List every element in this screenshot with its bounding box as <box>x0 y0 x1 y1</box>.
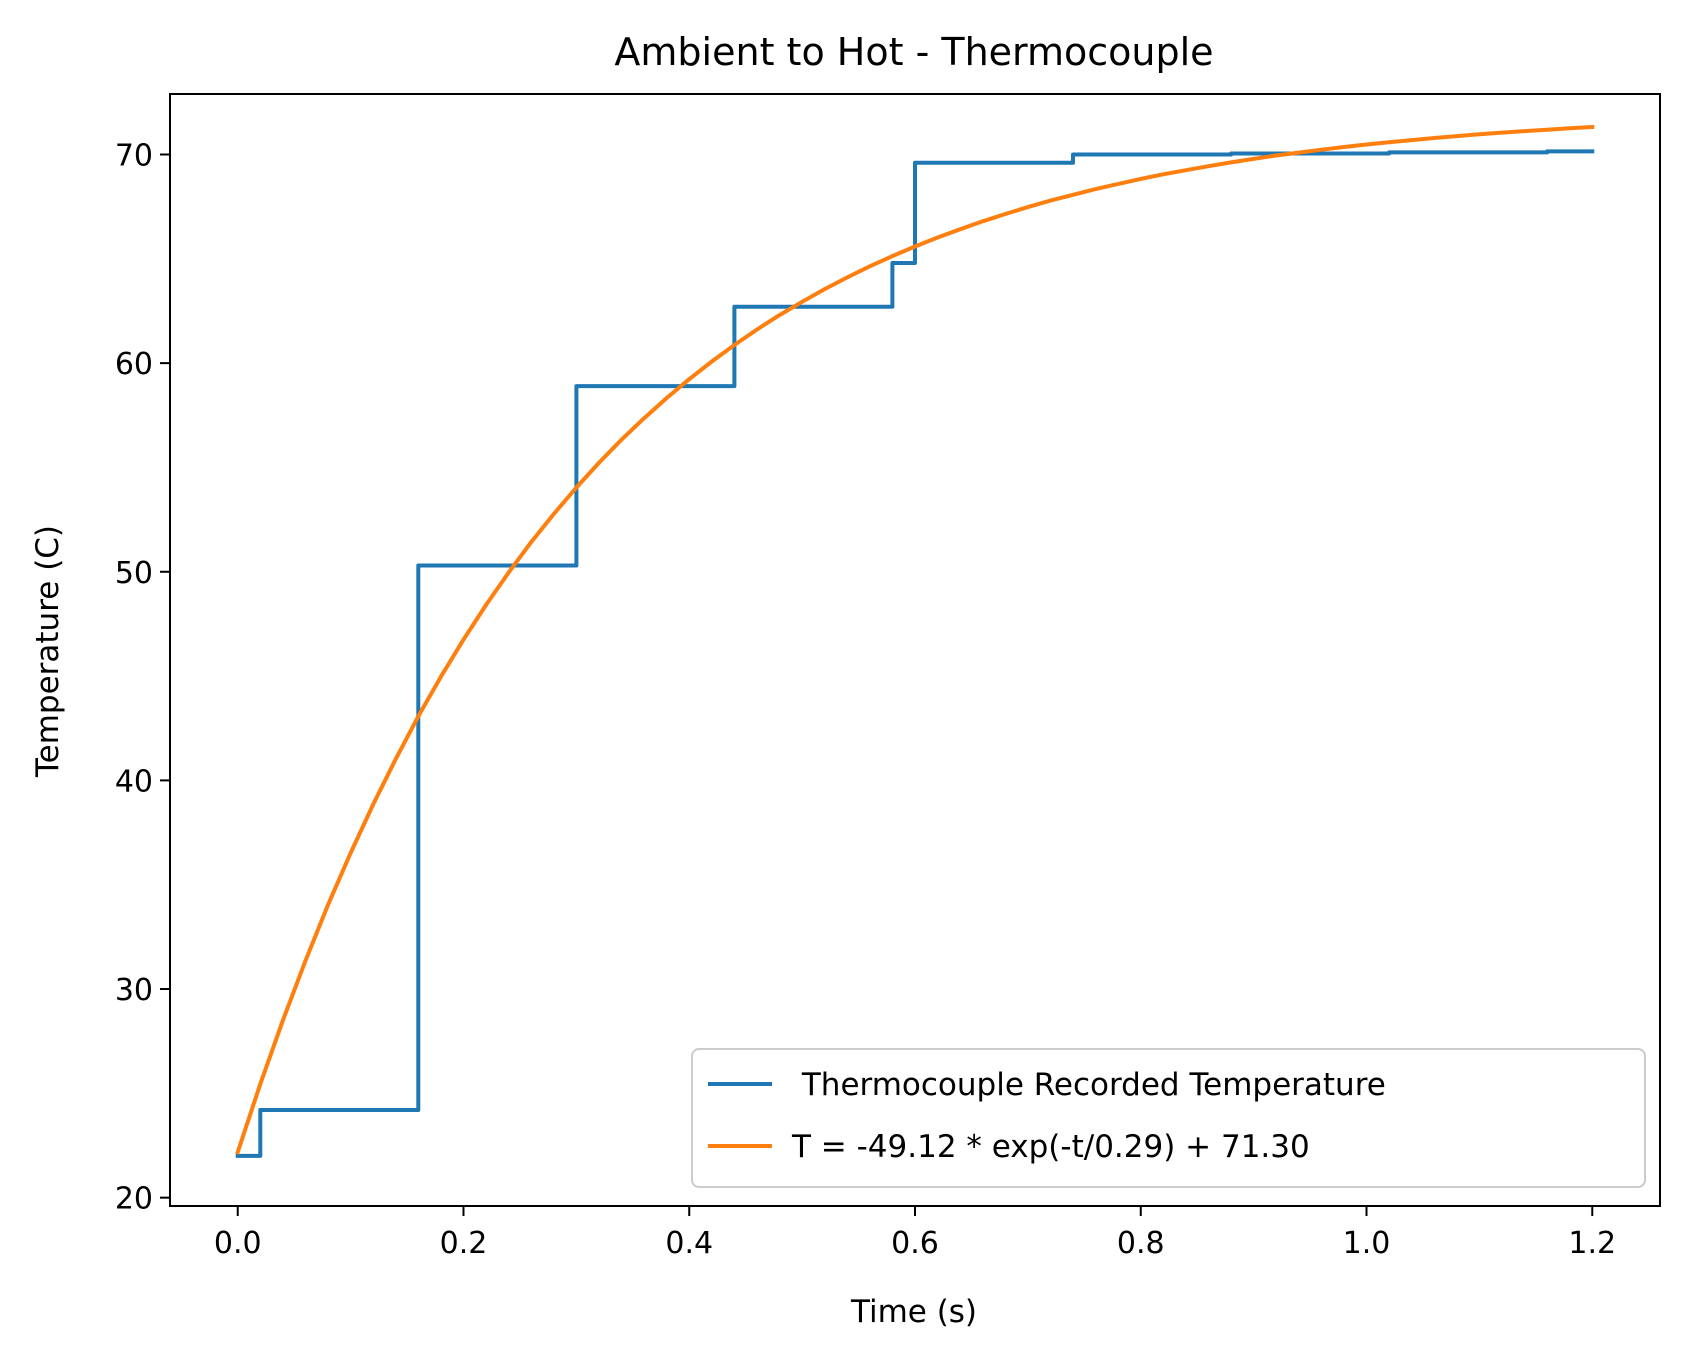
series-line-2 <box>235 124 1595 1155</box>
chart-title: Ambient to Hot - Thermocouple <box>614 30 1213 74</box>
legend-box <box>691 1048 1646 1188</box>
y-axis-ticks: 20 30 40 50 60 70 <box>115 139 170 1217</box>
series-layer <box>235 124 1595 1158</box>
x-tick-label: 1.0 <box>1343 1226 1391 1261</box>
x-axis-label: Time (s) <box>850 1294 977 1330</box>
x-tick-label: 0.8 <box>1117 1226 1165 1261</box>
y-tick-label: 70 <box>115 139 153 174</box>
x-axis-ticks: 0.0 0.2 0.4 0.6 0.8 1.0 1.2 <box>214 1206 1616 1261</box>
y-tick-label: 50 <box>115 556 153 591</box>
y-tick-label: 30 <box>115 973 153 1008</box>
y-tick-label: 40 <box>115 764 153 799</box>
y-tick-label: 60 <box>115 347 153 382</box>
x-tick-label: 0.6 <box>891 1226 939 1261</box>
x-tick-label: 0.4 <box>665 1226 713 1261</box>
legend-label-1: Thermocouple Recorded Temperature <box>792 1067 1386 1103</box>
legend-label-2: T = -49.12 * exp(-t/0.29) + 71.30 <box>791 1129 1310 1165</box>
y-tick-label: 20 <box>115 1182 153 1217</box>
series-line-1 <box>235 149 1595 1158</box>
x-tick-label: 0.0 <box>214 1226 262 1261</box>
x-tick-label: 1.2 <box>1568 1226 1616 1261</box>
legend: Thermocouple Recorded Temperature T = -49… <box>691 1048 1646 1188</box>
x-tick-label: 0.2 <box>440 1226 488 1261</box>
y-axis-label: Temperature (C) <box>30 525 66 778</box>
